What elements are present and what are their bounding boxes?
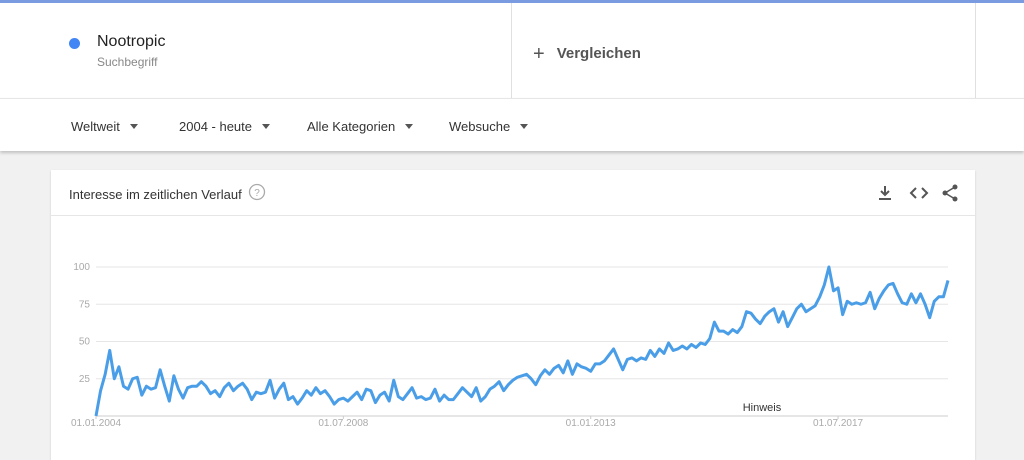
search-term-type: Suchbegriff [97,55,158,69]
help-icon[interactable]: ? [248,183,266,201]
trend-line [94,265,950,417]
chart-card: Interesse im zeitlichen Verlauf ? [51,170,975,460]
x-tick-label: 01.01.2013 [566,418,616,429]
y-tick-label: 25 [79,374,91,385]
svg-text:?: ? [254,188,260,199]
filter-dropdown[interactable]: Weltweit [71,119,138,134]
share-icon[interactable] [941,184,959,202]
annotation: Hinweis [743,402,782,414]
x-tick-label: 01.01.2004 [71,418,121,429]
divider [511,3,512,101]
divider [975,3,976,101]
card-divider [51,215,975,216]
card-title: Interesse im zeitlichen Verlauf [69,187,242,202]
filter-dropdown[interactable]: 2004 - heute [179,119,270,134]
filter-dropdown[interactable]: Alle Kategorien [307,119,413,134]
search-term[interactable]: Nootropic [97,33,166,50]
filter-dropdown[interactable]: Websuche [449,119,528,134]
y-tick-label: 100 [73,262,90,273]
plus-icon: + [533,43,545,65]
search-bar: Nootropic Suchbegriff + Vergleichen [0,0,1024,101]
compare-button[interactable]: + Vergleichen [533,41,641,65]
x-tick-label: 01.07.2008 [318,418,368,429]
embed-icon[interactable] [909,184,929,202]
series-dot [69,38,80,49]
y-tick-label: 50 [79,337,91,348]
x-tick-label: 01.07.2017 [813,418,863,429]
compare-label: Vergleichen [556,45,641,62]
download-icon[interactable] [877,184,893,202]
y-tick-label: 75 [79,299,91,310]
filter-bar: Weltweit 2004 - heute Alle Kategorien We… [0,98,1024,151]
